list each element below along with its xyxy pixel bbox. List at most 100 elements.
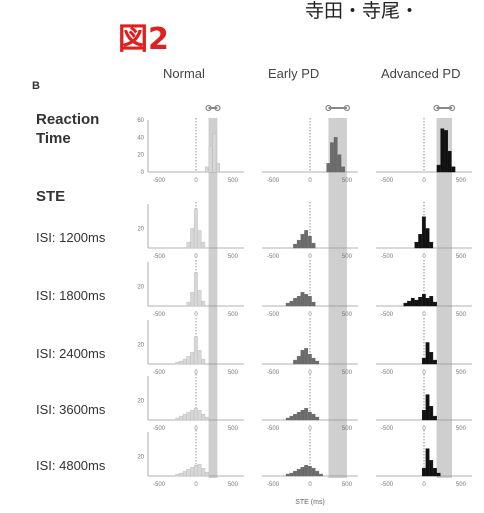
bar-isi-3600ms-normal-1 (179, 415, 183, 421)
shaded-region-early-pd (328, 118, 347, 478)
bar-isi-4800ms-early-pd-9 (319, 473, 323, 477)
bar-isi-4800ms-normal-1 (179, 472, 183, 477)
x-tick-label-isi-1800ms-advanced-pd: 0 (422, 312, 426, 318)
bar-isi-1200ms-advanced-pd-1 (418, 234, 423, 249)
x-tick-label-isi-1800ms-early-pd: 0 (308, 312, 312, 318)
bar-isi-1200ms-early-pd-4 (307, 236, 312, 249)
x-tick-label-isi-4800ms-early-pd: -500 (267, 482, 280, 488)
bar-isi-1200ms-normal-3 (197, 230, 202, 249)
row-label-isi-2400: ISI: 2400ms (36, 346, 106, 361)
bar-isi-2400ms-early-pd-4 (307, 354, 312, 365)
x-tick-label-isi-3600ms-normal: 0 (194, 426, 198, 432)
bar-isi-4800ms-early-pd-0 (285, 473, 290, 477)
y-tick-label-isi-1200ms-normal: 20 (137, 226, 144, 232)
bar-isi-1800ms-advanced-pd-6 (425, 297, 430, 307)
bar-isi-1800ms-early-pd-6 (307, 296, 312, 307)
bar-isi-3600ms-early-pd-1 (289, 415, 294, 421)
x-tick-label-isi-2400ms-early-pd: -500 (267, 370, 280, 376)
bar-isi-3600ms-early-pd-0 (285, 417, 290, 421)
bar-isi-2400ms-early-pd-2 (300, 350, 305, 365)
x-tick-label-isi-1200ms-early-pd: 0 (308, 254, 312, 260)
bar-isi-3600ms-normal-2 (182, 413, 187, 421)
bar-isi-1800ms-advanced-pd-1 (407, 300, 411, 307)
row-label-isi-4800: ISI: 4800ms (36, 458, 106, 473)
bar-isi-1200ms-advanced-pd-3 (425, 228, 430, 249)
bar-reaction-time-early-pd-3 (337, 154, 342, 173)
x-tick-label-isi-1200ms-advanced-pd: 0 (422, 254, 426, 260)
x-tick-label-isi-3600ms-early-pd: -500 (267, 426, 280, 432)
bar-isi-1800ms-advanced-pd-0 (403, 302, 408, 307)
bar-isi-4800ms-early-pd-1 (289, 472, 294, 477)
x-tick-label-reaction-time-early-pd: 500 (342, 178, 353, 184)
bar-isi-1800ms-early-pd-5 (304, 294, 309, 307)
bar-isi-1800ms-early-pd-0 (285, 302, 290, 307)
x-tick-label-isi-4800ms-advanced-pd: -500 (381, 482, 394, 488)
bar-isi-1200ms-normal-0 (186, 241, 191, 249)
x-tick-label-isi-1800ms-normal: 500 (228, 312, 239, 318)
bar-isi-1800ms-normal-0 (186, 301, 191, 307)
x-tick-label-reaction-time-normal: -500 (153, 178, 166, 184)
bar-reaction-time-advanced-pd-0 (436, 164, 441, 173)
x-tick-label-isi-1800ms-advanced-pd: 500 (456, 312, 467, 318)
bar-isi-3600ms-advanced-pd-0 (421, 410, 426, 421)
bar-isi-4800ms-advanced-pd-3 (433, 467, 437, 477)
x-tick-label-reaction-time-advanced-pd: -500 (381, 178, 394, 184)
x-tick-label-isi-4800ms-advanced-pd: 500 (456, 482, 467, 488)
panel-label: B (32, 80, 40, 92)
x-tick-label-isi-1200ms-advanced-pd: 500 (456, 254, 467, 260)
x-tick-label-isi-1200ms-early-pd: 500 (342, 254, 353, 260)
y-tick-label-isi-4800ms-normal: 20 (137, 454, 144, 460)
bar-isi-2400ms-normal-2 (182, 358, 187, 365)
bar-isi-2400ms-early-pd-0 (293, 359, 297, 365)
bar-isi-2400ms-normal-3 (186, 355, 191, 365)
x-tick-label-reaction-time-normal: 500 (228, 178, 239, 184)
bar-isi-1200ms-early-pd-1 (296, 239, 301, 249)
bar-isi-1200ms-advanced-pd-2 (421, 216, 426, 249)
bar-reaction-time-early-pd-2 (333, 137, 338, 173)
bar-isi-1200ms-normal-1 (190, 228, 195, 249)
x-axis-label: STE (ms) (295, 499, 325, 506)
bar-isi-1800ms-normal-4 (201, 300, 206, 307)
range-marker-start (325, 104, 332, 112)
x-tick-label-isi-2400ms-normal: -500 (153, 370, 166, 376)
x-tick-label-isi-4800ms-normal: 500 (228, 482, 239, 488)
x-tick-label-isi-2400ms-advanced-pd: 500 (456, 370, 467, 376)
bar-isi-2400ms-advanced-pd-3 (433, 359, 437, 365)
header-text: 寺田・寺尾・ (305, 0, 420, 22)
x-tick-label-isi-4800ms-advanced-pd: 0 (422, 482, 426, 488)
bar-isi-4800ms-early-pd-8 (315, 470, 320, 477)
x-tick-label-reaction-time-normal: 0 (194, 178, 198, 184)
bar-isi-3600ms-early-pd-6 (307, 411, 312, 421)
bar-isi-1200ms-normal-4 (201, 241, 206, 249)
bar-isi-2400ms-early-pd-3 (304, 348, 309, 365)
x-tick-label-isi-2400ms-advanced-pd: 0 (422, 370, 426, 376)
bar-isi-1800ms-normal-2 (193, 272, 198, 307)
bar-isi-3600ms-early-pd-5 (304, 408, 309, 421)
x-tick-label-isi-1800ms-early-pd: -500 (267, 312, 280, 318)
bar-isi-1200ms-normal-2 (193, 208, 198, 249)
x-tick-label-isi-1800ms-normal: 0 (194, 312, 198, 318)
x-tick-label-isi-3600ms-advanced-pd: 500 (456, 426, 467, 432)
bar-isi-1800ms-early-pd-1 (289, 300, 294, 307)
bar-isi-1800ms-advanced-pd-5 (421, 294, 426, 307)
bar-isi-1800ms-advanced-pd-8 (433, 301, 437, 307)
range-marker-start (205, 104, 212, 112)
bar-isi-3600ms-early-pd-7 (311, 413, 316, 421)
bar-isi-1200ms-early-pd-2 (300, 234, 305, 249)
bar-isi-4800ms-normal-3 (186, 468, 191, 477)
x-tick-label-isi-2400ms-early-pd: 0 (308, 370, 312, 376)
x-tick-label-isi-1200ms-normal: 0 (194, 254, 198, 260)
bar-isi-1200ms-advanced-pd-4 (429, 241, 434, 249)
y-tick-label-reaction-time-normal: 40 (137, 135, 144, 141)
bar-isi-1800ms-early-pd-7 (311, 301, 316, 307)
bar-reaction-time-early-pd-1 (330, 142, 334, 173)
bar-isi-1200ms-early-pd-5 (311, 242, 316, 249)
bar-isi-2400ms-early-pd-6 (315, 360, 320, 365)
bar-isi-1800ms-early-pd-3 (296, 296, 301, 307)
bar-isi-3600ms-early-pd-3 (296, 411, 301, 421)
bar-isi-4800ms-advanced-pd-4 (436, 472, 441, 477)
bar-isi-3600ms-normal-0 (175, 417, 180, 421)
bar-isi-1800ms-normal-3 (197, 290, 202, 307)
bar-isi-2400ms-normal-5 (193, 336, 198, 365)
